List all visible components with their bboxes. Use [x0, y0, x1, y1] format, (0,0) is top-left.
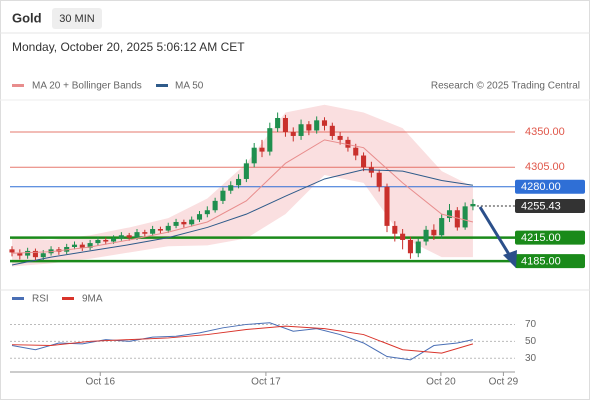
- forecast-arrow: [478, 206, 512, 257]
- x-tick-label: Oct 29: [489, 377, 519, 388]
- candle-body: [275, 117, 281, 129]
- candle-body: [9, 249, 15, 253]
- candle-body: [423, 229, 429, 242]
- candle-body: [321, 120, 328, 126]
- candle-body: [40, 253, 46, 258]
- x-tick-label: Oct 17: [251, 377, 281, 388]
- level-label: 4185.00: [521, 255, 561, 267]
- legend-swatch: [12, 84, 24, 87]
- candle-body: [361, 155, 367, 168]
- legend-label: 9MA: [82, 294, 103, 305]
- candle-body: [376, 172, 382, 187]
- candle-body: [243, 163, 249, 179]
- candle-body: [329, 125, 335, 136]
- y-tick-label: 30: [525, 353, 537, 364]
- candle-body: [353, 147, 359, 156]
- timeframe[interactable]: 30 MIN: [59, 13, 95, 25]
- candle-body: [337, 135, 343, 140]
- candle-body: [384, 186, 390, 226]
- candle-body: [173, 221, 179, 226]
- legend-swatch: [12, 297, 24, 300]
- candle-body: [446, 210, 453, 219]
- arrow-head: [503, 250, 517, 268]
- candle-body: [236, 178, 242, 186]
- candle-body: [282, 117, 288, 133]
- candle-body: [142, 232, 148, 234]
- candle-body: [462, 206, 468, 228]
- level-box: [515, 254, 585, 269]
- candle-body: [454, 210, 460, 228]
- bollinger-band: [12, 104, 473, 267]
- source: Research © 2025 Trading Central: [431, 81, 580, 92]
- legend-label: MA 20 + Bollinger Bands: [32, 81, 142, 92]
- candle-body: [439, 218, 445, 236]
- level-label: 4350.00: [525, 126, 565, 138]
- legend-label: RSI: [32, 294, 49, 305]
- candle-body: [220, 190, 226, 201]
- candle-body: [95, 239, 101, 244]
- candle-body: [298, 124, 304, 136]
- candle-body: [196, 214, 203, 220]
- candle-body: [71, 244, 78, 247]
- level-label: 4280.00: [521, 181, 561, 193]
- candle-body: [181, 221, 187, 225]
- level-box: [515, 179, 585, 194]
- y-tick-label: 70: [525, 319, 537, 330]
- candle-body: [267, 128, 273, 152]
- candle-body: [150, 229, 156, 234]
- candle-body: [118, 235, 124, 239]
- level-label: 4305.00: [525, 161, 565, 173]
- y-tick-label: 50: [525, 336, 537, 347]
- x-tick-label: Oct 20: [426, 377, 456, 388]
- candle-body: [87, 243, 93, 248]
- candle-body: [17, 252, 23, 256]
- candle-body: [32, 250, 38, 258]
- indicator-line: [11, 322, 474, 361]
- candle-body: [189, 219, 195, 225]
- candle-body: [306, 124, 312, 131]
- candle-body: [345, 139, 351, 148]
- candle-body: [392, 225, 398, 234]
- candle-body: [157, 229, 163, 231]
- candle-body: [165, 225, 171, 231]
- moving-average: [11, 169, 474, 266]
- candle-body: [431, 229, 437, 236]
- candle-body: [415, 241, 421, 254]
- candle-body: [126, 235, 132, 238]
- x-tick-label: Oct 16: [86, 377, 116, 388]
- candle-body: [212, 200, 218, 211]
- candle-body: [25, 250, 31, 256]
- candle-body: [407, 239, 413, 254]
- level-box: [515, 230, 585, 245]
- level-label: 4215.00: [521, 232, 561, 244]
- candle-body: [290, 132, 296, 136]
- candle-body: [259, 147, 265, 152]
- candle-body: [134, 232, 140, 238]
- moving-average: [11, 139, 474, 254]
- candle-body: [314, 120, 320, 131]
- candle-body: [470, 203, 476, 207]
- plot: 4350.00 4305.00 4280.00 4255.43 4215.00 4185.…: [9, 104, 585, 388]
- chart-title: Gold: [12, 10, 42, 25]
- candle-body: [103, 239, 109, 242]
- indicator-line: [11, 325, 474, 354]
- legend-swatch: [156, 84, 168, 87]
- level-box: [515, 199, 585, 214]
- timeframe-box[interactable]: [52, 8, 102, 29]
- candle-body: [79, 244, 85, 248]
- legend-swatch: [62, 297, 74, 300]
- subtitle: Monday, October 20, 2025 5:06:12 AM CET: [12, 40, 245, 54]
- candle-body: [228, 185, 234, 191]
- candle-body: [111, 238, 117, 242]
- level-label: 4255.43: [521, 200, 561, 212]
- candle-body: [251, 147, 257, 164]
- candle-body: [400, 233, 406, 240]
- legend-label: MA 50: [175, 81, 204, 92]
- candle-body: [204, 210, 210, 215]
